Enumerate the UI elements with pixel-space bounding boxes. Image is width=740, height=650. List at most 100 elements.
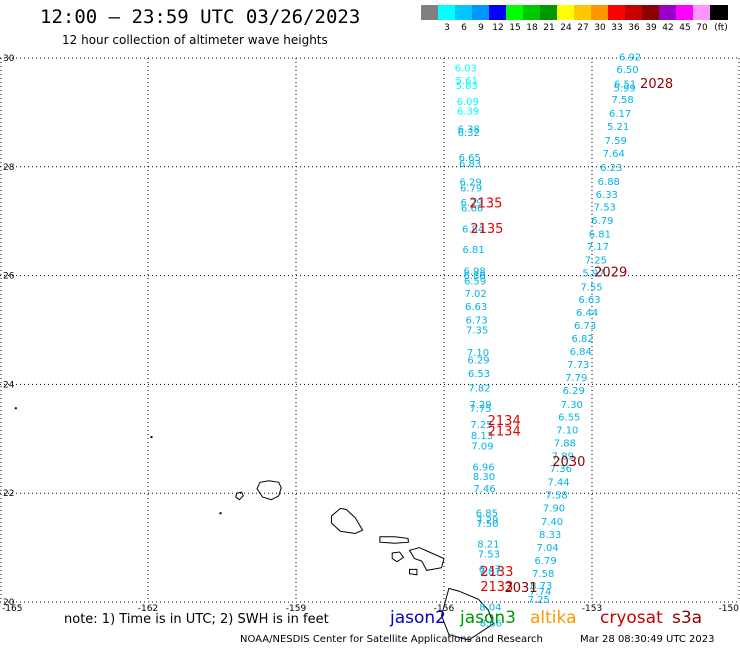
wave-height-value: 7.25 [585, 256, 607, 267]
legend-label: 33 [611, 23, 623, 33]
wave-height-value: 7.58 [532, 569, 554, 580]
legend-swatch [676, 5, 694, 20]
legend-swatch [574, 5, 592, 20]
wave-height-value: 6.29 [459, 177, 481, 188]
legend-swatch [557, 5, 575, 20]
wave-height-value: 8.21 [477, 540, 499, 551]
wave-height-value: 7.44 [547, 478, 569, 489]
lon-tick-label: -150 [719, 604, 740, 614]
generated-timestamp: Mar 28 08:30:49 UTC 2023 [580, 634, 715, 645]
legend-swatch [523, 5, 541, 20]
wave-height-value: 6.81 [589, 230, 611, 241]
wave-height-value: 7.89 [552, 452, 574, 463]
wave-height-value: 6.17 [609, 109, 631, 120]
pass-time-label: 2031 [504, 581, 537, 596]
wave-height-value: 7.64 [603, 149, 625, 160]
legend-label: 6 [461, 23, 467, 33]
wave-height-value: 7.79 [565, 373, 587, 384]
legend-label: 36 [628, 23, 640, 33]
lon-tick-label: -159 [286, 604, 307, 614]
axis-labels: -165 -162 -159 -156 -153 -150 20 22 24 26 28 30 [2, 54, 739, 614]
wave-height-value: 6.84 [570, 347, 592, 358]
wave-height-value: 8.13 [471, 431, 493, 442]
wave-height-value: 7.09 [471, 442, 493, 453]
wave-height-value: 7.58 [611, 95, 633, 106]
lon-tick-label: -156 [434, 604, 455, 614]
lon-tick-label: -162 [138, 604, 158, 614]
wave-height-value: 6.50 [616, 65, 638, 76]
wave-height-value: 7.10 [467, 348, 489, 359]
wave-height-value: 6.82 [571, 334, 593, 345]
wave-height-value: 7.55 [580, 282, 602, 293]
island-speck [14, 407, 17, 410]
lat-tick-label: 24 [3, 380, 15, 390]
wave-height-value: 6.51 [614, 79, 636, 90]
wave-height-value: 7.46 [473, 484, 495, 495]
wave-height-value: 6.47 [479, 565, 501, 576]
legend-swatch [710, 5, 728, 20]
wave-height-value: 6.96 [472, 462, 494, 473]
wave-height-value: 6.29 [467, 356, 489, 367]
legend-label: 18 [526, 23, 538, 33]
legend-label: 24 [560, 23, 572, 33]
legend-swatch [625, 5, 643, 20]
legend-label: 70 [696, 23, 708, 33]
legend-label: 9 [478, 23, 484, 33]
legend-swatch [608, 5, 626, 20]
legend-label: 12 [492, 23, 504, 33]
wave-height-value: 7.53 [594, 202, 616, 213]
wave-height-value: 8.30 [473, 472, 495, 483]
wave-height-value: 6.33 [596, 190, 618, 201]
island-speck [150, 436, 153, 439]
wave-height-values: 6.035.615.83 6.096.39 6.386.32 6.656.83 6.29… [455, 53, 642, 630]
wave-height-value: 7.25 [470, 420, 492, 431]
wave-height-value: 6.03 [455, 64, 477, 75]
wave-height-value: 7.25 [528, 595, 550, 606]
wave-height-value: 6.59 [464, 276, 486, 287]
island-speck [219, 512, 222, 515]
wave-height-value: 6.63 [465, 302, 487, 313]
wave-height-value: 5.21 [607, 122, 629, 133]
wave-height-value: 7.30 [561, 400, 583, 411]
legend-unit: (ft) [714, 23, 728, 33]
wave-height-value: 6.44 [576, 308, 598, 319]
legend-label: 45 [679, 23, 691, 33]
lat-tick-label: 20 [3, 598, 15, 608]
satellite-jason2: jason2 [390, 608, 446, 628]
wave-height-value: 8.66 [480, 619, 502, 630]
wave-height-value: 6.65 [459, 153, 481, 164]
wave-height-value: 6.88 [463, 271, 485, 282]
legend-swatch [421, 5, 439, 20]
wave-height-value: 7.88 [554, 438, 576, 449]
pass-time-label: 2030 [552, 455, 585, 470]
wave-height-value: 6.39 [457, 107, 479, 118]
pass-time-label: 2133 [480, 565, 513, 580]
wave-height-value: 6.81 [462, 245, 484, 256]
map-title: 12:00 – 23:59 UTC 03/26/2023 [40, 6, 361, 28]
pass-time-label: 2029 [594, 266, 627, 281]
wave-height-value: 6.83 [459, 159, 481, 170]
island-kahoolawe [409, 568, 418, 576]
legend-label: 30 [594, 23, 606, 33]
satellite-altika: altika [530, 608, 577, 628]
satellite-s3a: s3a [672, 608, 703, 628]
legend-swatch [591, 5, 609, 20]
pass-time-label: 2134 [488, 414, 521, 429]
wave-height-value: 6.73 [465, 316, 487, 327]
wave-height-value: 7.04 [536, 543, 558, 554]
wave-height-value: 7.02 [464, 289, 486, 300]
wave-height-value: 6.38 [458, 125, 480, 136]
legend-swatch [659, 5, 677, 20]
island-maui [408, 547, 445, 571]
wave-height-value: 6.53 [468, 369, 490, 380]
wave-height-value: 7.35 [466, 325, 488, 336]
island-lanai [391, 551, 405, 563]
wave-height-value: 6.29 [460, 198, 482, 209]
wave-height-value: 6.66 [461, 203, 483, 214]
wave-height-value: 7.58 [545, 491, 567, 502]
wave-height-value: 6.55 [558, 412, 580, 423]
wave-height-value: 7.50 [476, 519, 498, 530]
legend-swatch [489, 5, 507, 20]
wave-height-value: 7.53 [478, 549, 500, 560]
